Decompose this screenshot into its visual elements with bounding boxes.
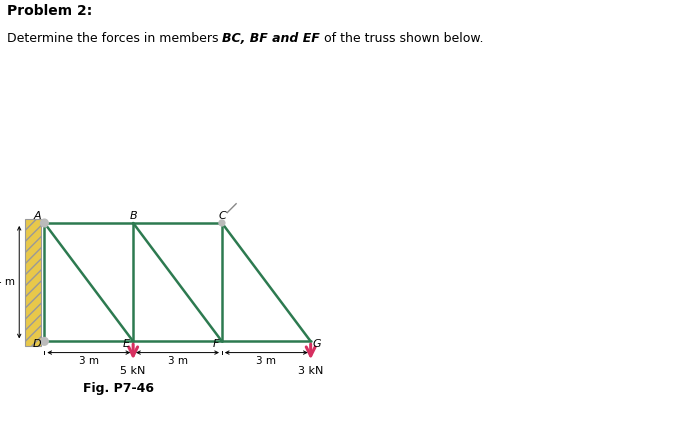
Circle shape (41, 337, 48, 345)
Text: BC, BF and EF: BC, BF and EF (222, 32, 320, 45)
Text: 3 m: 3 m (167, 356, 188, 366)
Text: Determine the forces in members: Determine the forces in members (7, 32, 222, 45)
Text: 3 m: 3 m (79, 356, 99, 366)
Text: of the truss shown below.: of the truss shown below. (320, 32, 484, 45)
Text: 5 kN: 5 kN (120, 366, 146, 377)
Text: Fig. P7-46: Fig. P7-46 (83, 382, 154, 395)
Text: A: A (34, 212, 42, 222)
Text: D: D (33, 339, 42, 349)
Text: 3 kN: 3 kN (298, 366, 323, 377)
Text: G: G (313, 339, 322, 349)
Text: Problem 2:: Problem 2: (7, 4, 92, 18)
Text: B: B (129, 212, 137, 222)
Text: C: C (218, 212, 226, 222)
Text: E: E (123, 339, 130, 349)
Text: 4 m: 4 m (0, 277, 15, 287)
Text: 3 m: 3 m (256, 356, 276, 366)
Circle shape (41, 219, 48, 227)
Bar (25, 219, 41, 346)
Circle shape (219, 220, 225, 226)
Text: F: F (212, 339, 219, 349)
